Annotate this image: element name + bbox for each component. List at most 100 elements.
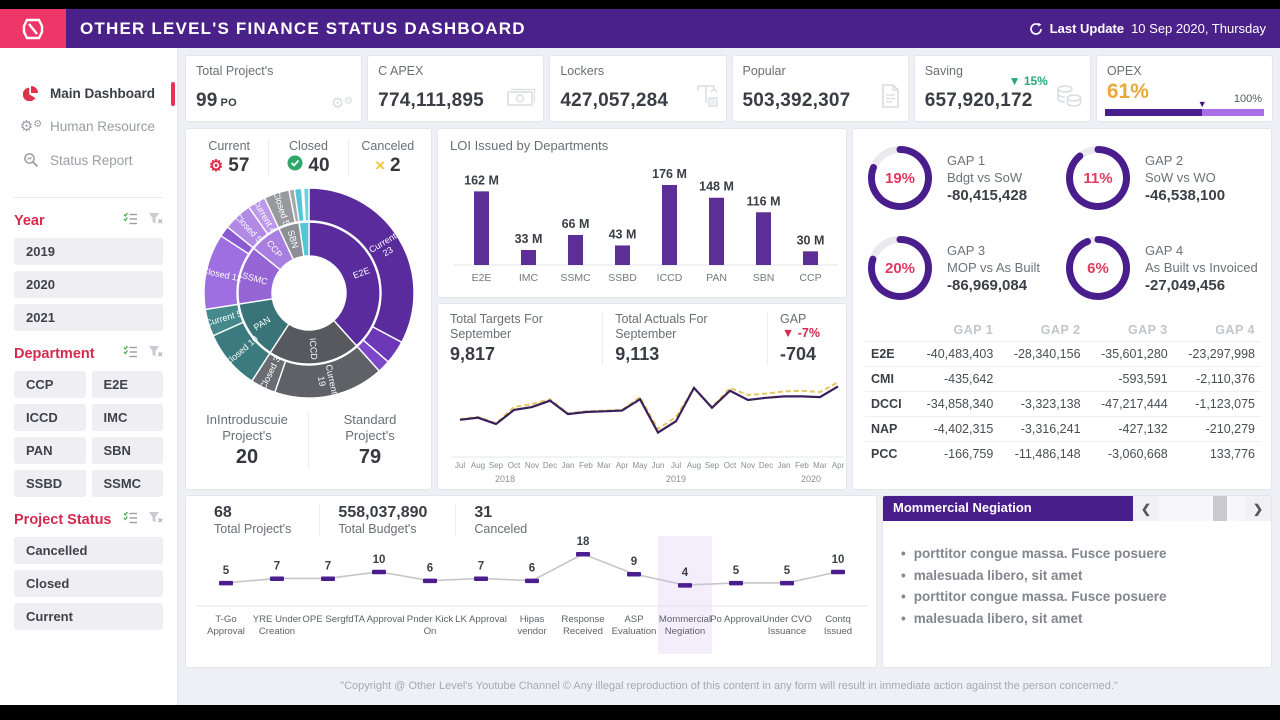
gap-value: -86,969,084 [947,277,1028,294]
svg-text:43 M: 43 M [609,227,637,241]
svg-text:SBN: SBN [753,272,775,284]
last-update: Last Update 10 Sep 2020, Thursday [1029,21,1266,36]
kpi-card-total-project-s: Total Project's 99 PO ⚙⚙ [185,55,363,122]
checklist-icon[interactable] [123,212,138,230]
slicer-option-ssmc[interactable]: SSMC [91,470,163,497]
top-header-bar: OTHER LEVEL'S FINANCE STATUS DASHBOARD L… [0,9,1280,48]
table-header [865,319,912,342]
metric-value: -704 [779,344,816,364]
svg-text:18: 18 [577,536,590,548]
scroll-left-button[interactable]: ❮ [1140,501,1152,516]
check-circle-icon [287,155,303,177]
table-row: NAP -4,402,315 -3,316,241 -427,132 -210,279 [865,416,1261,442]
scrollbar-track[interactable] [1159,496,1245,521]
metric-label: Total Targets For September [450,312,543,341]
pipeline-stat-value: 68 [214,504,232,521]
svg-text:vendor: vendor [517,626,547,637]
slicer-option-current[interactable]: Current [14,603,163,630]
gap-ring-chart[interactable]: 20% [865,233,935,303]
kpi-value-suffix: PO [220,97,237,109]
pipeline-stage-chart[interactable]: 5 T-Go Approval 7 YRE Under Creation 7 OPE Serg… [196,536,868,659]
sidebar-item-main-dashboard[interactable]: Main Dashboard [0,76,177,110]
svg-text:Aug: Aug [687,461,701,470]
slicer-option-imc[interactable]: IMC [91,404,163,431]
svg-text:Apr: Apr [832,461,845,470]
status-count: 2 [390,155,401,176]
status-count: 40 [308,155,330,176]
pipeline-stat-value: 558,037,890 [338,504,428,521]
slicer-option-e2e[interactable]: E2E [91,371,163,398]
status-summary: Current ⚙ 57 Closed 40 Canceled × 2 [186,129,431,181]
slicer-option-cancelled[interactable]: Cancelled [14,537,163,564]
svg-text:Feb: Feb [579,461,593,470]
svg-text:30 M: 30 M [797,233,825,247]
kpi-title: Total Project's [196,64,274,78]
gap-value: -46,538,100 [1145,187,1226,204]
gap-percent: 6% [1087,259,1109,277]
sidebar-item-human-resource[interactable]: ⚙⚙ Human Resource [0,110,177,143]
scroll-right-button[interactable]: ❯ [1252,501,1264,516]
type-total: InIntroduscuie Project's 20 [186,412,308,469]
active-indicator [171,82,175,106]
svg-text:SSBD: SSBD [608,272,637,284]
brand-logo [0,9,66,48]
slicer-option-ssbd[interactable]: SSBD [14,470,86,497]
filter-clear-icon[interactable] [148,511,163,529]
svg-text:10: 10 [832,554,845,566]
svg-text:PAN: PAN [706,272,727,284]
svg-text:Feb: Feb [795,461,809,470]
slicer-option-iccd[interactable]: ICCD [14,404,86,431]
table-value-cell: -2,110,376 [1173,366,1261,392]
table-value-cell: -23,297,998 [1173,341,1261,367]
filter-clear-icon[interactable] [148,212,163,230]
gear-icon: ⚙ [208,158,224,175]
table-dept-cell: DCCI [865,391,913,417]
svg-text:Hipas: Hipas [520,614,545,625]
scrollbar-thumb[interactable] [1213,496,1227,521]
svg-text:LK Approval: LK Approval [455,614,507,625]
checklist-icon[interactable] [123,511,138,529]
slicer-option-ccp[interactable]: CCP [14,371,86,398]
svg-text:148 M: 148 M [699,180,734,194]
svg-text:Jul: Jul [455,461,465,470]
metric-total-targets-for-september: Total Targets For September 9,817 [450,312,604,365]
slicer-option-sbn[interactable]: SBN [91,437,163,464]
svg-text:ICCD: ICCD [657,272,683,284]
svg-text:2018: 2018 [495,474,515,484]
negotiation-bullet: porttitor congue massa. Fusce posuere [901,543,1257,565]
svg-text:Contq: Contq [825,614,851,625]
svg-text:ICCD: ICCD [307,337,319,360]
gap-ring-gap-1: 19% GAP 1 Bdgt vs SoW -80,415,428 [865,143,1063,213]
department-sunburst-chart[interactable]: E2E ICCD PAN SSMC CCP SBN Current23 Current19 Cl… [186,181,431,410]
table-value-cell: -47,217,444 [1086,391,1174,417]
filter-clear-icon[interactable] [148,345,163,363]
gap-value: -80,415,428 [947,187,1028,204]
gap-ring-chart[interactable]: 6% [1063,233,1133,303]
svg-text:Sep: Sep [705,461,720,470]
svg-text:Sep: Sep [489,461,504,470]
horizontal-scrollbar[interactable]: ❮ ❯ [1133,496,1271,521]
sidebar-item-status-report[interactable]: Status Report [0,143,177,177]
svg-text:Aug: Aug [471,461,485,470]
slicer-option-pan[interactable]: PAN [14,437,86,464]
slicer-option-2020[interactable]: 2020 [14,271,163,298]
table-value-cell: -166,759 [912,441,1000,466]
loi-bar-chart[interactable]: 162 M E2E 33 M IMC 66 M SSMC 43 M SSBD 176 M ICCD… [450,153,838,298]
slicer-option-closed[interactable]: Closed [14,570,163,597]
svg-text:66 M: 66 M [562,217,590,231]
table-value-cell: -28,340,156 [999,341,1087,367]
metric-value: 9,113 [615,344,660,364]
gap-ring-chart[interactable]: 19% [865,143,935,213]
slicer-option-2019[interactable]: 2019 [14,238,163,265]
negotiation-bullet-list: porttitor congue massa. Fusce posueremal… [883,521,1271,629]
svg-text:E2E: E2E [472,272,492,284]
slicer-option-2021[interactable]: 2021 [14,304,163,331]
gap-ring-text: GAP 2 SoW vs WO -46,538,100 [1145,152,1225,204]
checklist-icon[interactable] [123,345,138,363]
svg-text:Received: Received [563,626,603,637]
targets-actuals-line-chart[interactable]: Jul Aug Sep Oct Nov Dec Jan Feb Mar Apr May Jun Jul A… [450,365,845,496]
svg-text:9: 9 [631,556,637,568]
gap-ring-chart[interactable]: 11% [1063,143,1133,213]
svg-text:Creation: Creation [259,626,295,637]
table-row: DCCI -34,858,340 -3,323,138 -47,217,444 -1,1… [865,391,1261,417]
